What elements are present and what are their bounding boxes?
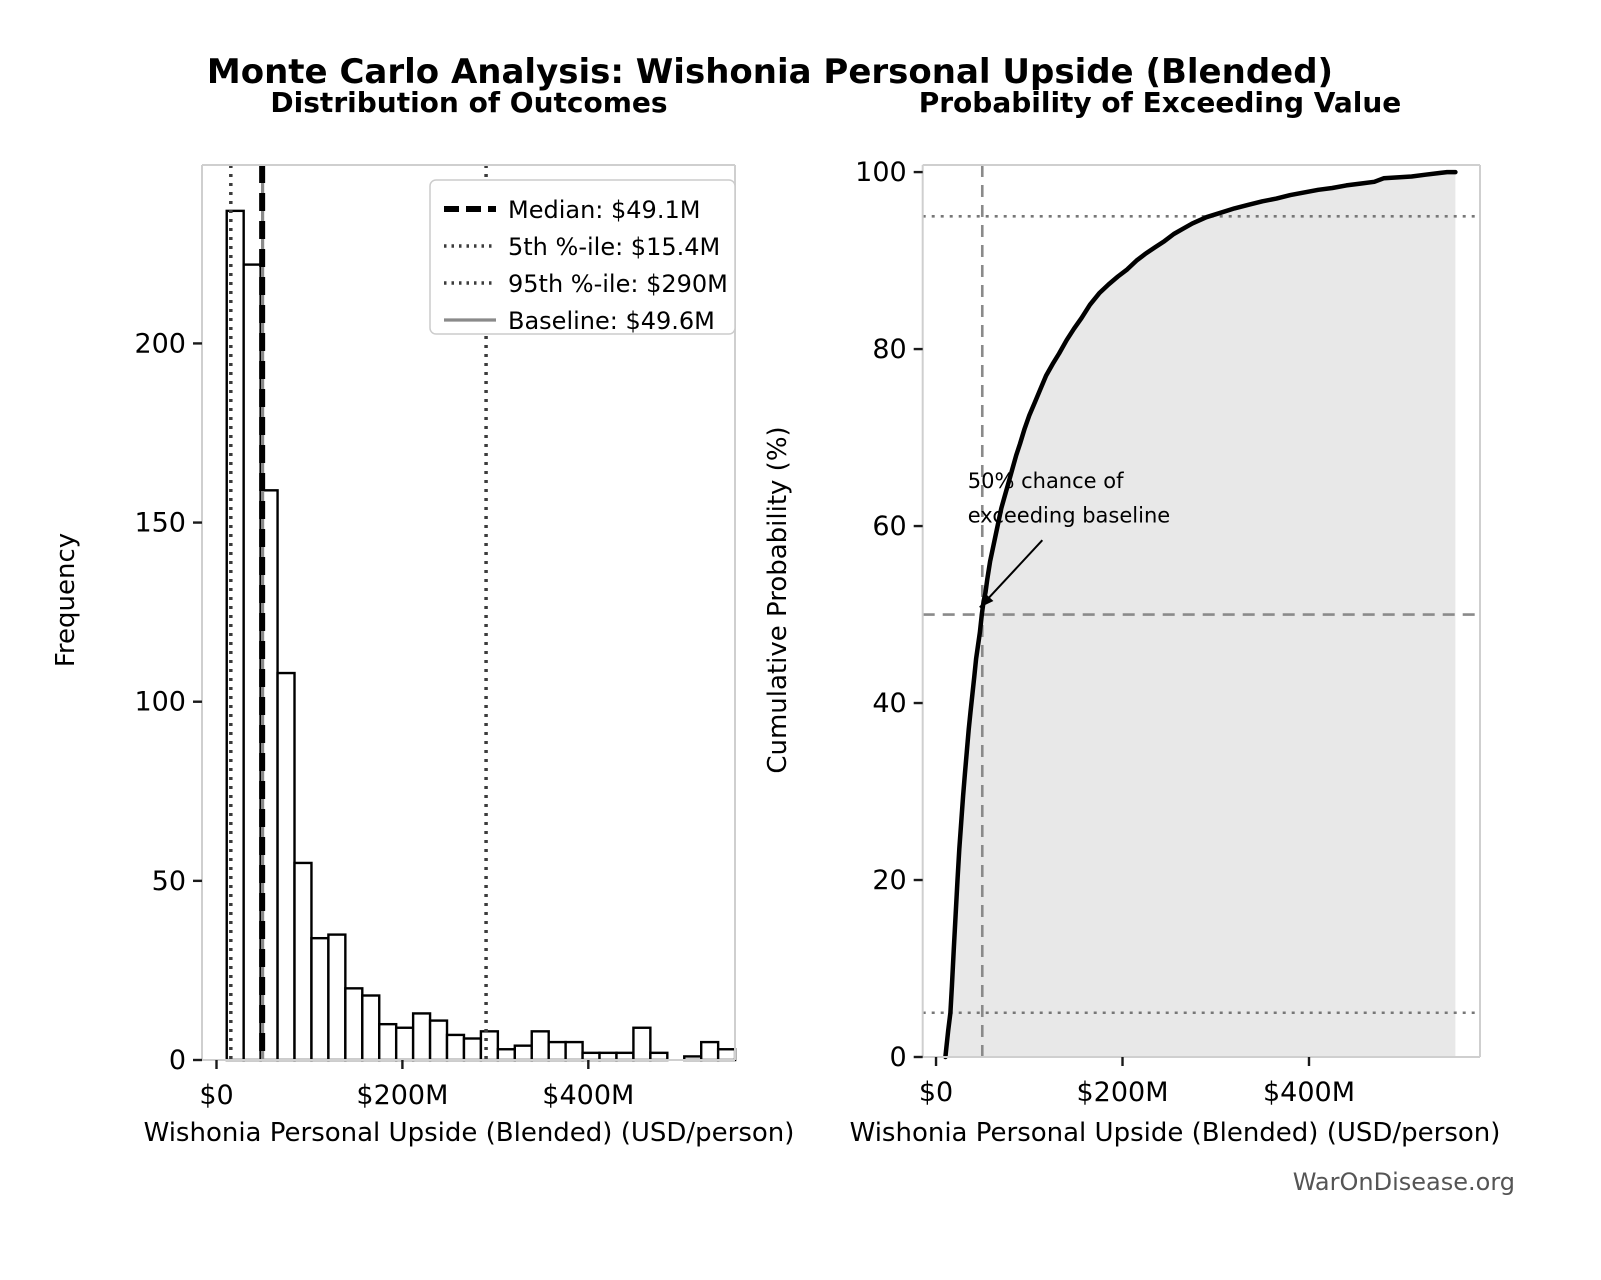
histogram-bar [310, 936, 330, 1062]
y-tick-label: 100 [134, 687, 186, 718]
left-chart-title: Distribution of Outcomes [270, 86, 668, 119]
legend-label-p5: 5th %-ile: $15.4M [508, 233, 720, 261]
histogram-bar [411, 1012, 432, 1062]
y-tick-label: 80 [872, 334, 906, 365]
histogram-bar [581, 1051, 601, 1062]
histogram-chart: $0 $200M $400M 0 50 100 150 200 Median: $49.1M 5t… [134, 164, 737, 1111]
histogram-bar [547, 1040, 567, 1062]
y-tick-label: 20 [872, 865, 906, 896]
histogram-bar [276, 671, 296, 1062]
histogram-bar [479, 1030, 500, 1062]
x-tick-label: $200M [356, 1080, 448, 1111]
y-tick-label: 50 [152, 866, 186, 897]
annotation-text-line: 50% chance of [968, 469, 1124, 493]
histogram-bar [513, 1044, 533, 1062]
axes: $0 $200M $400M 0 20 40 60 80 100 [855, 157, 1481, 1108]
annotation-arrow-shaft [979, 539, 1044, 609]
histogram-bar [293, 861, 313, 1062]
y-tick-label: 0 [890, 1042, 907, 1073]
histogram-bar [462, 1037, 483, 1062]
y-tick-label: 60 [872, 511, 906, 542]
y-tick-label: 0 [169, 1045, 186, 1076]
histogram-bar [632, 1026, 652, 1062]
histogram-bar [716, 1048, 737, 1062]
watermark-text: WarOnDisease.org [1292, 1168, 1515, 1196]
annotation: 50% chance of exceeding baseline [968, 469, 1170, 609]
x-tick-label: $400M [1263, 1077, 1355, 1108]
y-tick-label: 150 [134, 508, 186, 539]
right-chart-title: Probability of Exceeding Value [918, 86, 1402, 119]
legend-label-median: Median: $49.1M [508, 196, 700, 224]
histogram-bar [496, 1048, 517, 1062]
histogram-bar [598, 1051, 618, 1062]
histogram-bar [700, 1040, 720, 1062]
histogram-bars [225, 209, 737, 1062]
y-tick-label: 40 [872, 688, 906, 719]
x-tick-label: $0 [919, 1077, 953, 1108]
cdf-area-fill [945, 172, 1456, 1058]
histogram-bar [394, 1026, 415, 1062]
histogram-bar [361, 994, 381, 1062]
histogram-bar [615, 1051, 635, 1062]
reference-lines [229, 165, 488, 1060]
legend-label-p95: 95th %-ile: $290M [508, 270, 728, 298]
annotation-text-line: exceeding baseline [968, 504, 1170, 528]
cdf-chart: $0 $200M $400M 0 20 40 60 80 100 50% chance of exc… [855, 157, 1481, 1108]
histogram-bar [428, 1019, 449, 1062]
x-tick-label: $0 [199, 1080, 233, 1111]
annotation-arrow-head [979, 593, 994, 608]
histogram-bar [327, 933, 347, 1062]
x-tick-label: $200M [1077, 1077, 1169, 1108]
histogram-bar [344, 987, 364, 1062]
histogram-bar [649, 1051, 669, 1062]
histogram-bar [378, 1022, 398, 1062]
legend-label-baseline: Baseline: $49.6M [508, 307, 715, 335]
left-x-axis-label: Wishonia Personal Upside (Blended) (USD/… [143, 1118, 795, 1148]
y-tick-label: 100 [855, 157, 907, 188]
histogram-bar [445, 1033, 466, 1062]
right-x-axis-label: Wishonia Personal Upside (Blended) (USD/… [849, 1118, 1501, 1148]
axes: $0 $200M $400M 0 50 100 150 200 [134, 164, 736, 1111]
legend: Median: $49.1M 5th %-ile: $15.4M 95th %-il… [429, 179, 736, 335]
legend-box [429, 179, 736, 335]
histogram-bar [564, 1040, 584, 1062]
histogram-bar [242, 263, 262, 1062]
x-tick-label: $400M [542, 1080, 634, 1111]
histogram-bar [530, 1030, 550, 1062]
cdf-curve [943, 169, 1458, 1060]
y-tick-label: 200 [134, 328, 186, 359]
main-title: Monte Carlo Analysis: Wishonia Personal … [206, 52, 1334, 92]
